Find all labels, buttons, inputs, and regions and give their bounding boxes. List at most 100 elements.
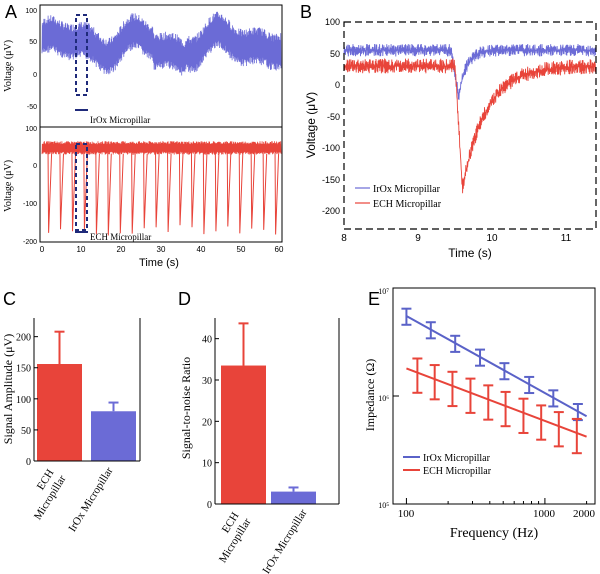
panel-a-xtick-7: 60	[275, 245, 284, 254]
panel-a-bottom-ytick-1: 100	[25, 126, 37, 133]
panel-a-spike-17	[238, 146, 244, 234]
panel-d-ytick-4: 10	[202, 459, 212, 470]
panel-d-ytick-1: 40	[202, 335, 212, 346]
panel-a-spike-2	[59, 146, 64, 230]
panel-a-top-ytick-1: 100	[25, 8, 37, 15]
panel-a-bottom-ytick-4: -200	[23, 239, 37, 246]
panel-a-xtick-2: 10	[77, 245, 86, 254]
panel-a-top-ytick-4: -50	[27, 104, 37, 111]
panel-d-ytick-5: 0	[207, 500, 212, 511]
panel-c-ytick-3: 100	[16, 395, 31, 406]
panel-b-xtick-2: 9	[415, 233, 421, 244]
panel-e-ytick-1: 10⁷	[378, 287, 389, 296]
panel-d-ylabel: Signal-to-noise Ratio	[179, 357, 193, 459]
panel-a-traces	[41, 11, 282, 236]
panel-e-xtick-1: 100	[398, 508, 415, 520]
panel-a-bottom-ytick-3: -100	[23, 201, 37, 208]
panel-a-xtick-6: 50	[237, 245, 246, 254]
panel-a-spike-15	[214, 146, 220, 232]
panel-a-spike-10	[155, 146, 160, 228]
panel-a-top-series-label: IrOx Micropillar	[90, 115, 150, 125]
panel-a-highlight-bottom	[75, 143, 88, 231]
panel-a-bottom-ylabel: Voltage (μV)	[3, 160, 14, 212]
panel-a-spike-6	[107, 146, 112, 236]
panel-a-trace-ech	[41, 141, 282, 155]
panel-e-line-irox	[405, 315, 588, 418]
panel-a-spike-5	[95, 146, 100, 235]
panel-b-legend-label-2: ECH Micropillar	[373, 199, 442, 210]
panel-letter-d: D	[178, 289, 191, 309]
panel-a-spike-20	[274, 146, 280, 235]
panel-letter-c: C	[3, 289, 16, 309]
panel-a-top-ytick-3: 0	[33, 72, 37, 79]
panel-a-spike-13	[190, 146, 196, 228]
panel-d-bar-2	[271, 491, 316, 504]
panel-b-legend-label-1: IrOx Micropillar	[373, 184, 441, 195]
panel-d-bar-1	[221, 365, 266, 504]
panel-c-cat-2: IrOx Micropillar	[66, 465, 115, 534]
panel-c-bars	[37, 330, 136, 461]
panel-b-ytick-1: 100	[325, 17, 340, 27]
panel-letter-e: E	[368, 289, 380, 309]
panel-b-ytick-4: -50	[327, 112, 340, 122]
panel-a: IrOx Micropillar ECH Micropillar 100 50 …	[3, 4, 284, 269]
panel-c-ytick-1: 200	[16, 333, 31, 344]
panel-d-bars	[221, 322, 316, 504]
panel-a-spike-16	[226, 146, 232, 227]
panel-b-traces	[343, 43, 597, 194]
panel-b-ytick-6: -150	[322, 175, 340, 185]
panel-e-xtick-3: 2000	[573, 508, 596, 520]
panel-a-spike-18	[250, 146, 256, 229]
panel-c-yticks: 200 150 100 50 0	[16, 333, 38, 468]
panel-a-bottom-series-label: ECH Micropillar	[90, 232, 151, 242]
panel-b-ylabel: Voltage (μV)	[304, 92, 318, 158]
panel-b-ytick-3: 0	[335, 80, 340, 90]
panel-b-trace-irox	[343, 43, 597, 100]
panel-a-frame	[39, 4, 283, 243]
panel-e: 10⁷ 10⁶ 10⁵ 100 1000 2000 Frequency (Hz)…	[363, 287, 596, 541]
panel-a-spike-14	[202, 146, 208, 235]
panel-a-xlabel: Time (s)	[139, 257, 179, 269]
panel-e-ticks	[393, 287, 588, 505]
panel-e-series	[401, 307, 588, 455]
panel-a-spike-3	[71, 146, 76, 232]
panel-c-ylabel: Signal Amplitude (μV)	[1, 334, 15, 444]
panel-a-xtick-5: 40	[197, 245, 206, 254]
panel-a-spike-19	[262, 146, 268, 230]
panel-a-highlight-top	[75, 14, 88, 96]
panel-e-ytick-2: 10⁶	[378, 394, 389, 403]
panel-c-ytick-2: 150	[16, 364, 31, 375]
panel-e-legend-label-2: ECH Micropillar	[423, 466, 492, 477]
panel-e-xtick-2: 1000	[533, 508, 556, 520]
panel-e-legend-label-1: IrOx Micropillar	[423, 453, 491, 464]
panel-a-bottom-ytick-2: 0	[33, 163, 37, 170]
panel-b-xtick-4: 11	[561, 233, 572, 244]
panel-b-frame	[343, 21, 597, 230]
panel-c-bar-1	[37, 364, 82, 461]
panel-a-spike-8	[131, 146, 136, 234]
panel-b-xtick-3: 10	[486, 233, 498, 244]
panel-a-spike-11	[167, 146, 172, 233]
panel-d-ytick-2: 30	[202, 376, 212, 387]
panel-e-xlabel: Frequency (Hz)	[450, 526, 539, 541]
panel-e-ylabel: Impedance (Ω)	[363, 359, 377, 432]
panel-d-cat-2: IrOx Micropillar	[260, 507, 309, 574]
panel-e-line-ech	[406, 367, 587, 438]
panel-a-top-ylabel: Voltage (μV)	[3, 40, 14, 92]
panel-c-ytick-5: 0	[26, 457, 31, 468]
panel-b-xlabel: Time (s)	[448, 246, 492, 260]
panel-e-ytick-3: 10⁵	[378, 501, 389, 510]
panel-d-yticks: 40 30 20 10 0	[202, 335, 219, 511]
panel-a-xtick-3: 20	[117, 245, 126, 254]
panel-a-spike-7	[119, 146, 124, 234]
panel-a-trace-irox	[41, 11, 282, 76]
panel-a-spike-12	[178, 146, 184, 226]
panel-b-ytick-7: -200	[322, 206, 340, 216]
panel-a-xtick-1: 0	[40, 245, 45, 254]
panel-letter-b: B	[300, 2, 312, 22]
panel-a-top-ytick-2: 50	[29, 39, 37, 46]
panel-a-xtick-4: 30	[157, 245, 166, 254]
